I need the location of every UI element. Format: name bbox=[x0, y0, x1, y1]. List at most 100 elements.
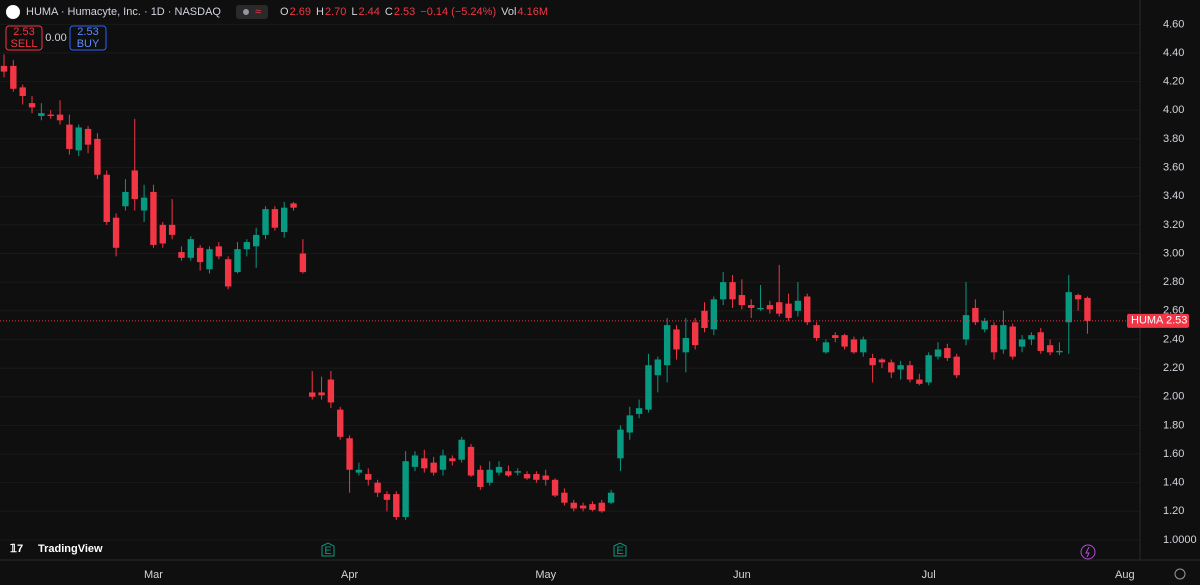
candle-body bbox=[402, 461, 409, 518]
candle-body bbox=[243, 242, 251, 250]
candle-body bbox=[607, 492, 615, 503]
candle-body bbox=[94, 138, 101, 175]
candle-body bbox=[38, 113, 45, 117]
news-event[interactable] bbox=[1080, 544, 1096, 560]
candle-body bbox=[813, 325, 820, 339]
candle-body bbox=[112, 217, 120, 248]
candle-body bbox=[66, 124, 73, 149]
candle-body bbox=[906, 365, 914, 380]
buy-label: BUY bbox=[77, 38, 100, 50]
symbol-line: HUMA · Humacyte, Inc. · 1D · NASDAQ bbox=[26, 6, 221, 18]
candle-body bbox=[318, 392, 325, 396]
candle-body bbox=[869, 358, 876, 366]
y-tick-label: 3.40 bbox=[1163, 190, 1184, 202]
candle-body bbox=[934, 349, 942, 357]
candle-body bbox=[411, 455, 419, 467]
legend-key: C bbox=[385, 6, 393, 18]
candle-body bbox=[159, 224, 166, 244]
candle-body bbox=[1074, 295, 1082, 300]
indicator-toggle[interactable] bbox=[236, 5, 268, 19]
y-tick-label: 3.80 bbox=[1163, 133, 1184, 145]
earnings-event[interactable]: E bbox=[613, 542, 627, 557]
candle-body bbox=[897, 365, 904, 370]
news-bolt bbox=[1085, 546, 1090, 558]
candle-body bbox=[673, 329, 680, 350]
candle-body bbox=[458, 439, 465, 460]
candle-body bbox=[1065, 292, 1072, 323]
candle-body bbox=[10, 65, 17, 89]
y-tick-label: 3.00 bbox=[1163, 247, 1184, 259]
earnings-event[interactable]: E bbox=[321, 542, 335, 557]
candle-body bbox=[617, 429, 624, 459]
brand-icon: 𝟙7 bbox=[10, 543, 23, 555]
candle-body bbox=[234, 249, 241, 273]
candle-body bbox=[505, 471, 512, 476]
candle-body bbox=[1046, 345, 1054, 353]
price-tag-value: 2.53 bbox=[1166, 315, 1187, 327]
candle-body bbox=[206, 249, 213, 270]
candle-body bbox=[421, 458, 428, 469]
toggle-icon: ≈ bbox=[255, 6, 261, 18]
candle-body bbox=[393, 494, 400, 518]
sell-price: 2.53 bbox=[13, 26, 34, 38]
candle-body bbox=[439, 455, 447, 470]
candle-body bbox=[1028, 335, 1035, 340]
candle-body bbox=[533, 474, 540, 480]
y-tick-label: 2.20 bbox=[1163, 362, 1184, 374]
candle-body bbox=[916, 379, 923, 384]
candle-body bbox=[850, 339, 858, 353]
candle-body bbox=[365, 474, 372, 480]
candle-body bbox=[477, 469, 484, 487]
candle-body bbox=[309, 392, 316, 397]
brand: TradingView bbox=[38, 543, 103, 555]
candle-body bbox=[654, 359, 661, 376]
x-tick-label: Apr bbox=[341, 569, 358, 581]
candle-body bbox=[187, 239, 194, 258]
candle-body bbox=[383, 494, 391, 500]
candle-body bbox=[178, 252, 185, 258]
symbol-logo bbox=[6, 5, 20, 19]
candle-body bbox=[757, 307, 764, 310]
candle-body bbox=[47, 114, 54, 117]
candle-body bbox=[290, 203, 297, 208]
candle-body bbox=[19, 87, 26, 96]
y-tick-label: 1.0000 bbox=[1163, 534, 1197, 546]
candle-body bbox=[691, 322, 699, 346]
legend-value: 2.44 bbox=[358, 6, 379, 18]
y-tick-label: 4.60 bbox=[1163, 18, 1184, 30]
buy-button[interactable] bbox=[69, 25, 107, 51]
legend-value: 2.69 bbox=[290, 6, 311, 18]
candle-body bbox=[794, 300, 802, 311]
candle-body bbox=[626, 415, 633, 433]
x-tick-label: Mar bbox=[144, 569, 163, 581]
candle-body bbox=[589, 504, 596, 510]
candle-body bbox=[748, 305, 755, 308]
candle-body bbox=[122, 191, 129, 207]
settings-icon[interactable] bbox=[1174, 568, 1186, 580]
candle-body bbox=[374, 482, 381, 493]
candle-body bbox=[860, 339, 867, 353]
candle-body bbox=[355, 469, 363, 473]
candle-body bbox=[28, 103, 36, 108]
y-tick-label: 1.60 bbox=[1163, 448, 1184, 460]
candle-body bbox=[140, 197, 148, 211]
candle-body bbox=[738, 295, 746, 306]
candle-body bbox=[523, 474, 531, 479]
ohlc-legend: O 2.69 H 2.70 L 2.44 C 2.53 −0.14 (−5.24%) Vol 4.1… bbox=[280, 6, 548, 18]
legend-value: −0.14 (−5.24%) bbox=[420, 6, 496, 18]
candle-body bbox=[766, 305, 774, 310]
sell-button[interactable] bbox=[5, 25, 43, 51]
candle-body bbox=[252, 234, 260, 247]
candle-body bbox=[990, 325, 998, 353]
candle-body bbox=[663, 325, 671, 366]
buy-price: 2.53 bbox=[77, 26, 98, 38]
candle-body bbox=[822, 342, 830, 353]
y-tick-label: 1.20 bbox=[1163, 505, 1184, 517]
candle-body bbox=[944, 348, 951, 359]
y-tick-label: 2.00 bbox=[1163, 391, 1184, 403]
candle-body bbox=[598, 502, 605, 512]
price-tag-symbol: HUMA bbox=[1131, 315, 1164, 327]
